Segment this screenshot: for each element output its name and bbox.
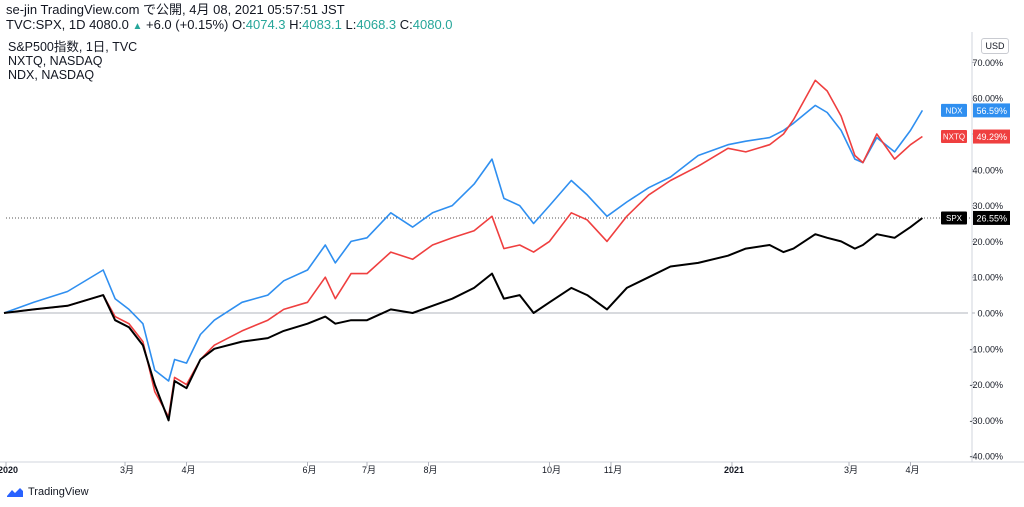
tradingview-logo-icon [7, 488, 23, 497]
brand-name: TradingView [28, 486, 89, 498]
x-tick-label: 8月 [423, 465, 437, 475]
legend-item-nxtq[interactable]: NXTQ, NASDAQ [8, 54, 103, 68]
chart-header: se-jin TradingView.com で公開, 4月 08, 2021 … [6, 2, 453, 34]
series-line-nxtq[interactable] [3, 79, 923, 418]
x-tick-label: 3月 [120, 465, 134, 475]
series-name-text: NDX [946, 106, 964, 115]
series-line-spx[interactable] [3, 217, 924, 422]
high-value: 4083.1 [302, 17, 342, 32]
y-tick-label: -40.00% [969, 452, 1003, 462]
series-name-tag [941, 211, 967, 225]
x-tick-label: 6月 [302, 465, 316, 475]
low-label: L: [345, 17, 357, 32]
open-value: 4074.3 [245, 17, 286, 32]
y-tick-label: 30.00% [972, 201, 1003, 211]
y-tick-label: 10.00% [972, 273, 1003, 283]
series-line-ndx[interactable] [3, 104, 924, 382]
series-name-tag [941, 103, 967, 117]
last-value-text: 26.55% [976, 213, 1007, 223]
x-tick-label: 7月 [362, 465, 376, 475]
last-value-text: 56.59% [976, 106, 1007, 116]
last-value-badge-nxtq: NXTQ 49.29% [941, 129, 1010, 144]
last-value-badge-spx: SPX 26.55% [941, 210, 1010, 225]
close-label: C: [399, 17, 413, 32]
y-tick-label: 0.00% [977, 309, 1003, 319]
legend-item-spx[interactable]: S&P500指数, 1日, TVC [8, 40, 138, 54]
x-tick-label: 10月 [542, 465, 561, 475]
y-tick-label: -20.00% [969, 380, 1003, 390]
last-value-badge-ndx: NDX 56.59% [941, 103, 1010, 118]
last-value-box [973, 210, 1010, 225]
series-name-tag [941, 130, 967, 144]
series-legend: S&P500指数, 1日, TVC NXTQ, NASDAQ NDX, NASD… [8, 40, 137, 82]
up-triangle-icon: ▲ [132, 21, 143, 32]
last-value-text: 49.29% [976, 132, 1007, 142]
publish-info: se-jin TradingView.com で公開, 4月 08, 2021 … [6, 2, 345, 17]
price-change: +6.0 (+0.15%) [146, 17, 229, 32]
last-value-box [973, 129, 1010, 144]
close-value: 4080.0 [412, 17, 453, 32]
legend-item-ndx[interactable]: NDX, NASDAQ [8, 68, 95, 82]
y-tick-label: 70.00% [972, 58, 1003, 68]
x-tick-label: 2020 [0, 465, 18, 475]
open-label: O: [232, 17, 246, 32]
symbol-info: TVC:SPX, 1D 4080.0 [6, 17, 129, 32]
x-tick-label: 2021 [724, 465, 744, 475]
series-name-text: SPX [946, 214, 963, 223]
x-tick-label: 4月 [905, 465, 919, 475]
x-tick-label: 4月 [181, 465, 195, 475]
tradingview-footer: TradingView [6, 486, 89, 498]
y-tick-label: 40.00% [972, 165, 1003, 175]
y-tick-label: -30.00% [969, 416, 1003, 426]
y-tick-label: 60.00% [972, 94, 1003, 104]
last-value-box [973, 103, 1010, 118]
currency-button[interactable]: USD [981, 38, 1009, 54]
y-tick-label: 20.00% [972, 237, 1003, 247]
series-name-text: NXTQ [943, 133, 965, 142]
x-tick-label: 11月 [604, 465, 622, 475]
x-tick-label: 3月 [844, 465, 858, 475]
low-value: 4068.3 [356, 17, 397, 32]
high-label: H: [289, 17, 303, 32]
y-tick-label: -10.00% [969, 344, 1003, 354]
ohlc-row: TVC:SPX, 1D 4080.0 ▲ +6.0 (+0.15%) O:407… [6, 17, 453, 34]
